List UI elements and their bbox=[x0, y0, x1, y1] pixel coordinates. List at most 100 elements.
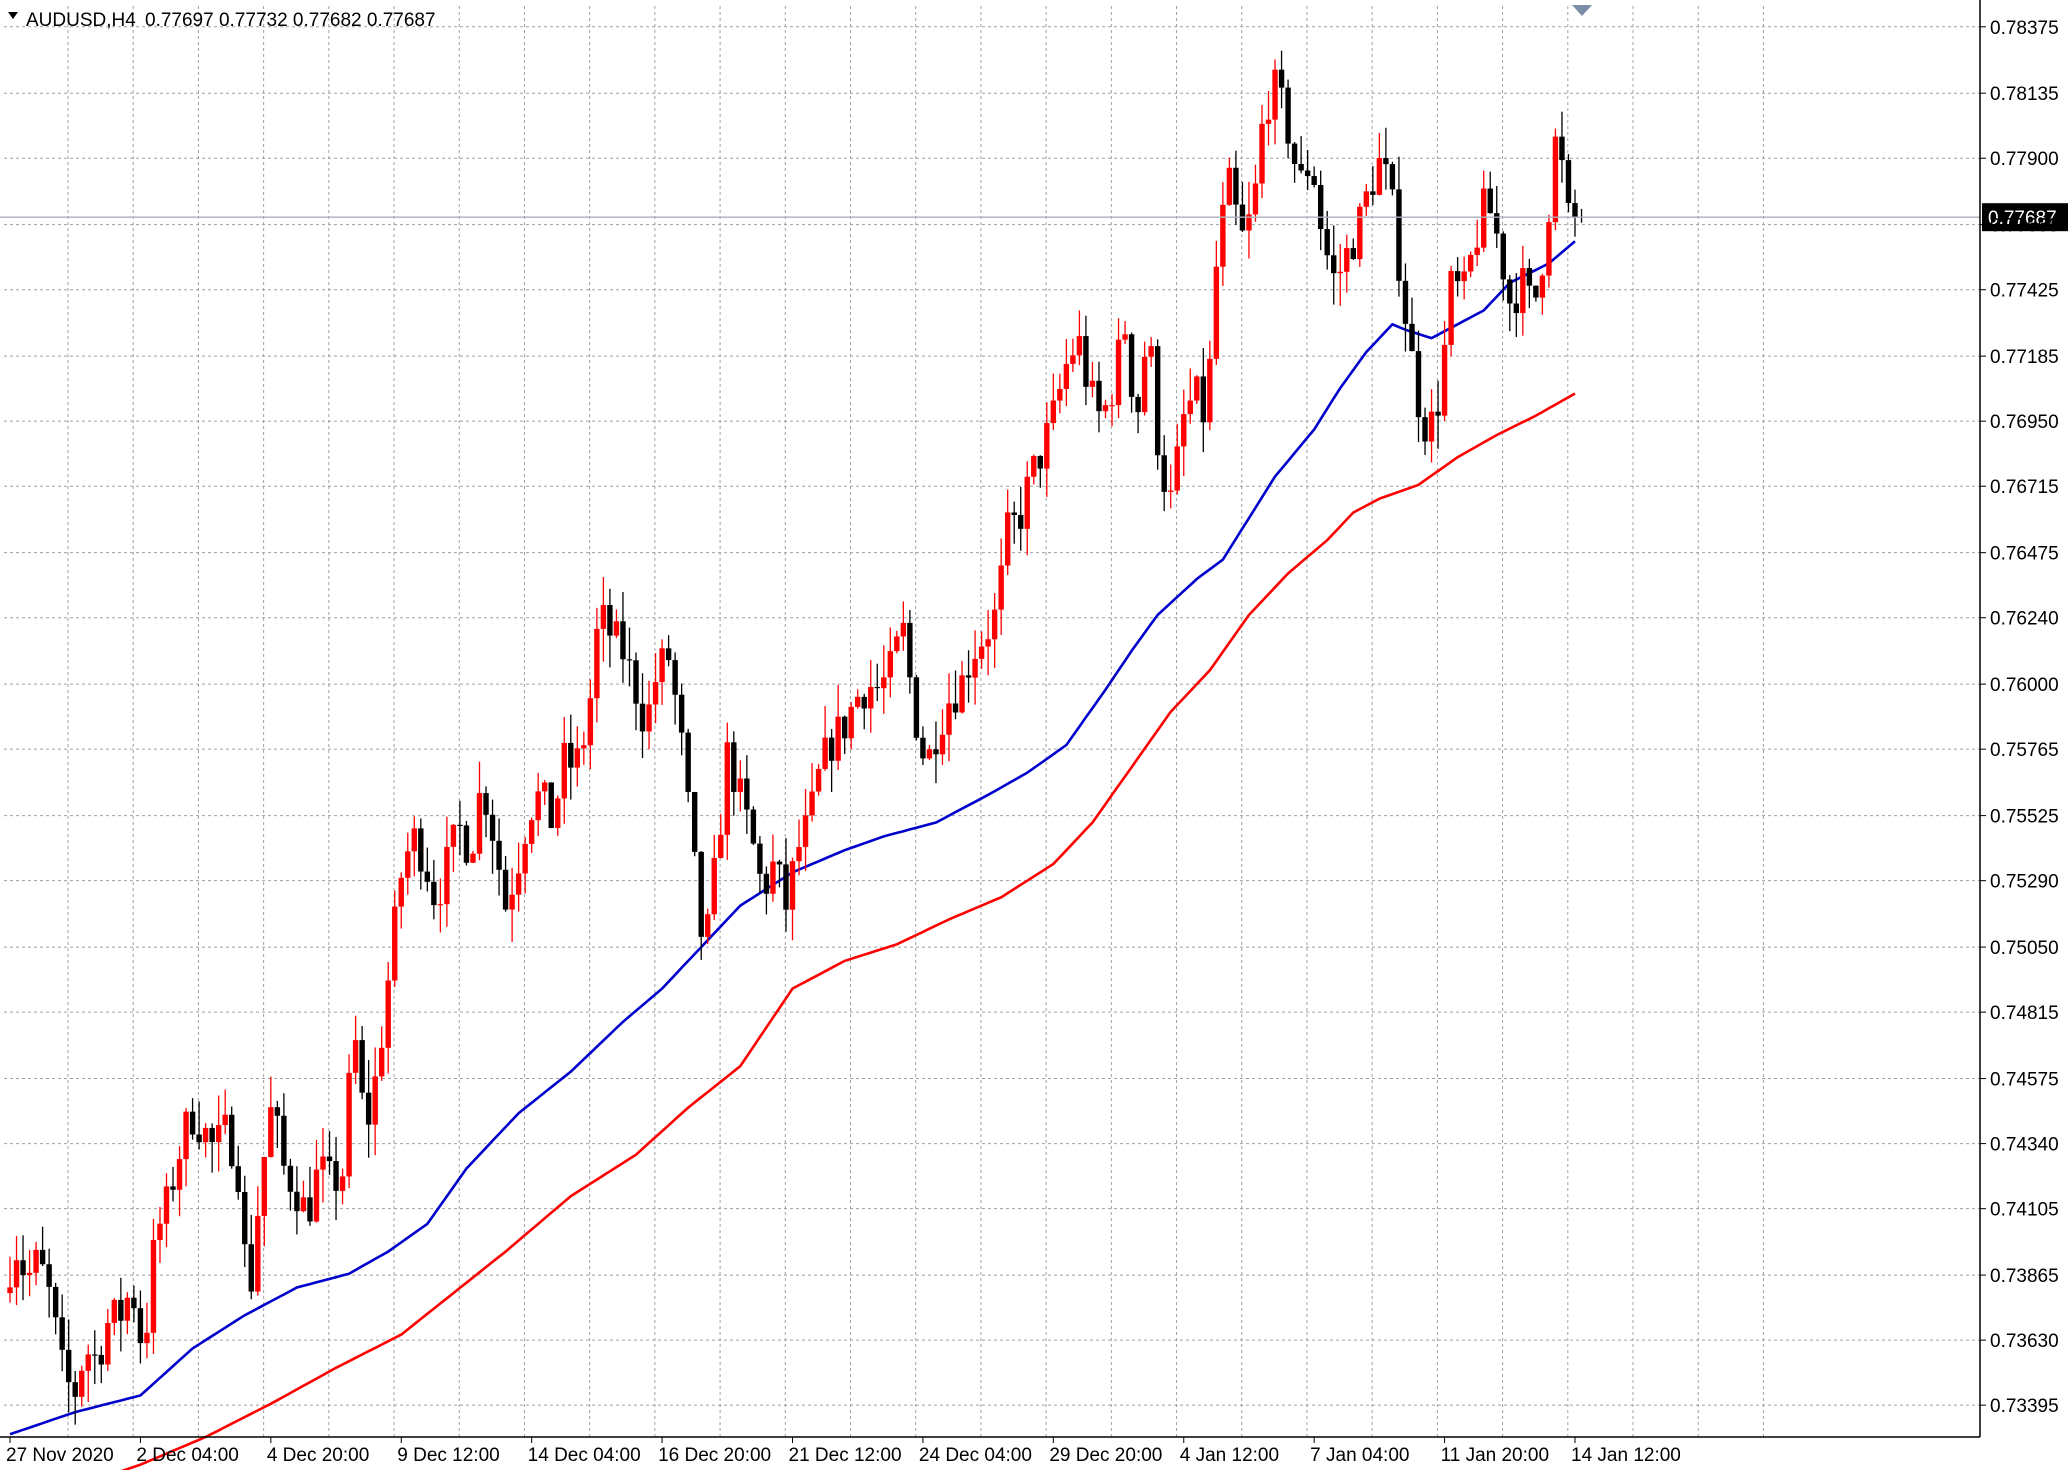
x-tick-label: 11 Jan 20:00 bbox=[1441, 1445, 1549, 1466]
chart-shift-marker-icon[interactable] bbox=[1572, 5, 1592, 16]
candle bbox=[333, 1136, 339, 1221]
candle bbox=[463, 820, 470, 866]
y-tick-label: 0.75525 bbox=[1990, 807, 2059, 828]
candle bbox=[548, 782, 554, 829]
candle bbox=[535, 772, 541, 837]
candle bbox=[1063, 338, 1070, 407]
candle bbox=[1122, 321, 1128, 344]
candle bbox=[424, 847, 431, 892]
candle bbox=[1513, 273, 1520, 337]
candle bbox=[437, 878, 444, 933]
candle bbox=[796, 819, 802, 876]
y-tick-label: 0.76000 bbox=[1990, 675, 2059, 696]
x-tick-label: 14 Dec 04:00 bbox=[528, 1445, 641, 1466]
candle bbox=[365, 1059, 372, 1158]
x-tick-label: 2 Dec 04:00 bbox=[136, 1445, 238, 1466]
candle bbox=[946, 673, 952, 762]
candle bbox=[1226, 157, 1233, 206]
candle bbox=[620, 591, 626, 683]
candle bbox=[698, 851, 704, 960]
candle bbox=[255, 1186, 261, 1296]
candle bbox=[287, 1158, 294, 1211]
candle bbox=[809, 763, 815, 822]
candle bbox=[483, 786, 489, 838]
candle bbox=[920, 726, 926, 766]
candle bbox=[385, 962, 391, 1074]
y-tick-label: 0.77660 bbox=[1990, 216, 2059, 237]
candle bbox=[13, 1236, 20, 1306]
candle bbox=[1057, 373, 1063, 414]
candle bbox=[85, 1344, 91, 1402]
candle bbox=[398, 872, 404, 929]
candle bbox=[750, 806, 757, 846]
candle bbox=[600, 576, 607, 662]
y-tick-label: 0.78375 bbox=[1990, 18, 2059, 39]
candle bbox=[522, 836, 528, 894]
candle bbox=[646, 680, 652, 750]
candle bbox=[346, 1054, 352, 1189]
candle bbox=[1454, 257, 1461, 297]
candle bbox=[307, 1166, 313, 1226]
candle bbox=[894, 630, 900, 654]
symbol-info: AUDUSD,H4 bbox=[26, 10, 136, 31]
candle bbox=[431, 859, 437, 920]
candle bbox=[1344, 234, 1350, 293]
candle bbox=[235, 1145, 241, 1200]
candle bbox=[1422, 407, 1428, 455]
candle bbox=[855, 689, 861, 709]
candles bbox=[7, 50, 1583, 1425]
candle bbox=[411, 816, 417, 877]
candle bbox=[1474, 219, 1480, 267]
candle bbox=[1363, 183, 1370, 216]
candle bbox=[1083, 315, 1089, 406]
y-tick-label: 0.76240 bbox=[1990, 609, 2059, 630]
candle bbox=[215, 1095, 222, 1172]
y-tick-label: 0.75050 bbox=[1990, 938, 2059, 959]
candle bbox=[457, 800, 463, 856]
candle bbox=[79, 1365, 85, 1407]
candle bbox=[189, 1098, 196, 1140]
x-tick-label: 7 Jan 04:00 bbox=[1310, 1445, 1409, 1466]
candle bbox=[1402, 263, 1409, 352]
y-tick-label: 0.73395 bbox=[1990, 1396, 2059, 1417]
candle bbox=[881, 645, 887, 714]
candle bbox=[137, 1290, 144, 1364]
candle bbox=[157, 1206, 163, 1263]
candle bbox=[815, 763, 822, 796]
candle bbox=[822, 705, 828, 771]
ma-slow-line bbox=[120, 392, 1576, 1470]
candle bbox=[568, 714, 574, 800]
candle bbox=[1441, 320, 1448, 421]
candle bbox=[176, 1146, 183, 1217]
candle bbox=[1128, 332, 1135, 413]
candle bbox=[607, 588, 613, 668]
candle bbox=[105, 1308, 111, 1371]
candle bbox=[1500, 231, 1506, 301]
candle bbox=[170, 1166, 176, 1202]
candle bbox=[52, 1282, 59, 1335]
x-tick-label: 4 Dec 20:00 bbox=[267, 1445, 369, 1466]
x-tick-label: 21 Dec 12:00 bbox=[789, 1445, 902, 1466]
candle bbox=[633, 652, 639, 731]
candle bbox=[933, 721, 939, 784]
x-tick-label: 27 Nov 2020 bbox=[6, 1445, 114, 1466]
candle bbox=[972, 630, 978, 705]
candle bbox=[952, 670, 959, 720]
candle bbox=[1024, 461, 1030, 556]
candle bbox=[574, 726, 581, 787]
current-price-tag bbox=[1982, 203, 2068, 232]
candle bbox=[1272, 59, 1278, 145]
candle bbox=[626, 627, 633, 687]
candle bbox=[991, 593, 998, 669]
candle bbox=[835, 684, 841, 770]
y-tick-label: 0.78135 bbox=[1990, 84, 2059, 105]
candle bbox=[1357, 203, 1363, 267]
candle bbox=[1552, 128, 1559, 231]
candle bbox=[770, 834, 776, 902]
chart-header: AUDUSD,H4 0.77697 0.77732 0.77682 0.7768… bbox=[8, 10, 436, 31]
candle bbox=[783, 838, 789, 932]
dropdown-triangle-icon[interactable] bbox=[8, 12, 18, 19]
